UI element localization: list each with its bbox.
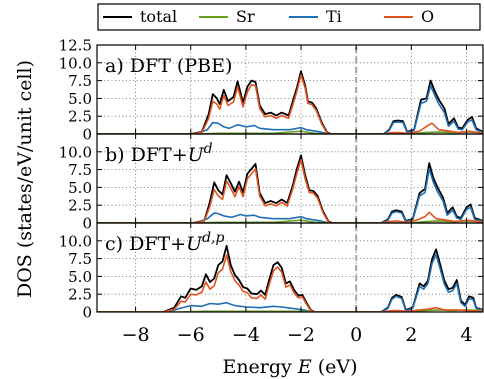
legend-label-sr: Sr [236, 7, 255, 26]
panel-c: 02.55.07.510.0 c) DFT+Ud,p [59, 222, 484, 322]
panel-a: 02.55.07.510.012.5 a) DFT (PBE) [59, 37, 484, 144]
series-line-o [97, 158, 483, 223]
y-tick-label: 2.5 [68, 197, 92, 215]
y-tick-label: 7.5 [68, 250, 92, 268]
legend: total Sr Ti O [97, 3, 481, 31]
y-tick-label: 5.0 [68, 90, 92, 108]
series-line-ti [97, 253, 483, 312]
series-line-total [97, 70, 483, 134]
y-tick-label: 0 [82, 304, 92, 322]
x-tick-label: 4 [460, 324, 472, 346]
x-tick-label: 2 [405, 324, 417, 346]
y-tick-label: 5.0 [68, 268, 92, 286]
series-line-o [97, 254, 483, 312]
y-tick-label: 10.0 [59, 54, 92, 72]
x-tick-label: −8 [122, 324, 150, 346]
y-tick-label: 0 [82, 215, 92, 233]
y-tick-label: 10.0 [59, 143, 92, 161]
panel-label: c) DFT+Ud,p [105, 230, 225, 255]
y-tick-label: 5.0 [68, 179, 92, 197]
panel-label: a) DFT (PBE) [105, 55, 232, 77]
y-tick-label: 10.0 [59, 232, 92, 250]
x-axis: −8 −6 −4 −2 0 2 4 [122, 324, 473, 346]
panel-frame [96, 222, 484, 313]
y-tick-label: 2.5 [68, 286, 92, 304]
legend-label-ti: Ti [326, 7, 342, 26]
x-tick-label: −4 [232, 324, 260, 346]
series-line-o [97, 74, 483, 134]
x-tick-label: 0 [350, 324, 362, 346]
x-tick-label: −6 [177, 324, 205, 346]
y-tick-label: 2.5 [68, 108, 92, 126]
series-line-total [97, 154, 483, 223]
y-tick-label: 12.5 [59, 37, 92, 55]
y-tick-label: 7.5 [68, 72, 92, 90]
x-axis-label: Energy E (eV) [222, 356, 357, 378]
legend-label-o: O [421, 7, 434, 26]
legend-label-total: total [140, 7, 177, 26]
series-line-ti [97, 168, 483, 223]
series-line-ti [97, 84, 483, 134]
series-line-total [97, 244, 483, 312]
x-tick-label: −2 [287, 324, 315, 346]
y-tick-label: 7.5 [68, 161, 92, 179]
panel-b: 02.55.07.510.0 b) DFT+Ud [59, 133, 484, 233]
y-axis-label: DOS (states/eV/unit cell) [14, 60, 36, 298]
y-tick-label: 0 [82, 126, 92, 144]
panel-label: b) DFT+Ud [105, 141, 213, 166]
dos-panels: 02.55.07.510.012.5a) DFT (PBE)02.55.07.5… [59, 37, 484, 322]
